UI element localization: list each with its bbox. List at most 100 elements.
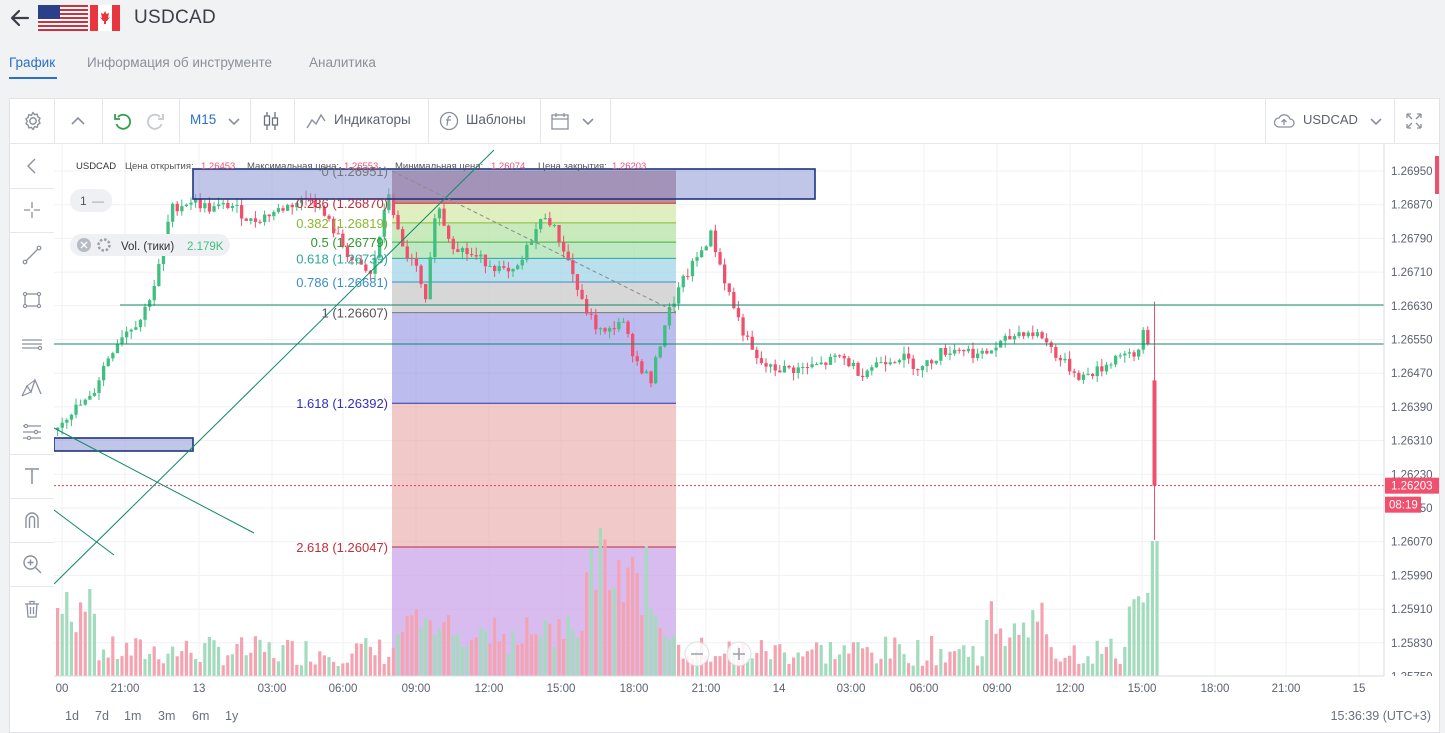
- range-1y[interactable]: 1y: [225, 709, 239, 723]
- candle-body: [736, 308, 741, 318]
- range-1d[interactable]: 1d: [65, 709, 79, 723]
- volume-bar: [884, 636, 888, 676]
- chevron-down-icon[interactable]: [222, 109, 246, 133]
- candle-body: [976, 353, 980, 359]
- calendar-icon[interactable]: [548, 109, 572, 133]
- chevron-down-icon[interactable]: [1364, 109, 1388, 133]
- candle-body: [635, 356, 639, 362]
- volume-bar: [621, 602, 625, 676]
- cloud-upload-icon[interactable]: [1272, 109, 1296, 133]
- volume-bar: [299, 665, 303, 676]
- redo-icon[interactable]: [143, 109, 167, 133]
- volume-bar: [322, 655, 326, 676]
- timeframe-select[interactable]: M15: [190, 112, 217, 127]
- candle-body: [129, 329, 133, 332]
- volume-bar: [1104, 647, 1108, 676]
- volume-bar: [1022, 622, 1026, 676]
- text-tool-icon[interactable]: [20, 464, 44, 488]
- candle-body: [1132, 352, 1136, 357]
- candle-body: [838, 355, 842, 357]
- candle-body: [249, 218, 253, 221]
- range-3m[interactable]: 3m: [158, 709, 176, 723]
- volume-bar: [341, 663, 345, 676]
- candle-body: [557, 224, 561, 242]
- price-axis[interactable]: 1.26950 1.26870 1.26790 1.26710 1.26630 1.265…: [1383, 144, 1439, 684]
- instrument-select[interactable]: USDCAD: [1303, 112, 1358, 127]
- price-chart[interactable]: 0 (1.26951) 0.236 (1.26870) 0.382 (1.26819…: [54, 144, 1439, 702]
- trend-line-icon[interactable]: [20, 243, 44, 267]
- candle-body: [157, 264, 161, 286]
- volume-bar: [815, 642, 819, 676]
- fibonacci-tool-icon[interactable]: [20, 420, 44, 444]
- rectangle-tool-icon[interactable]: [20, 288, 44, 312]
- pattern-tool-icon[interactable]: [20, 376, 44, 400]
- candle-body: [152, 285, 156, 301]
- candle-body: [833, 355, 837, 357]
- volume-bar: [230, 654, 234, 676]
- volume-bar: [313, 664, 317, 676]
- indicators-icon[interactable]: [304, 109, 328, 133]
- templates-function-icon[interactable]: [437, 109, 461, 133]
- volume-bar: [709, 661, 713, 676]
- chart-layer-counter: [70, 189, 112, 212]
- templates-button[interactable]: Шаблоны: [466, 112, 526, 127]
- candle-body: [943, 347, 948, 355]
- trash-icon[interactable]: [20, 597, 44, 621]
- volume-bar: [368, 646, 372, 676]
- fibonacci-zone: [392, 282, 676, 313]
- tab-analytics[interactable]: Аналитика: [309, 55, 376, 70]
- candle-body: [879, 362, 883, 364]
- candlestick-chart-type-icon[interactable]: [259, 109, 283, 133]
- tab-instrument-info[interactable]: Информация об инструменте: [87, 55, 273, 70]
- range-1m[interactable]: 1m: [124, 709, 142, 723]
- candle-body: [1141, 330, 1145, 350]
- indicators-button[interactable]: Индикаторы: [334, 112, 411, 127]
- volume-bar: [465, 646, 469, 676]
- candle-body: [626, 321, 630, 334]
- volume-bar: [488, 643, 492, 676]
- time-axis[interactable]: 00 21:00 13 03:00 06:00 09:00 12:00 15:00 18:00 2…: [54, 675, 1439, 702]
- candle-body: [148, 300, 152, 307]
- channel-lines-icon[interactable]: [20, 332, 44, 356]
- tab-chart[interactable]: График: [9, 55, 56, 70]
- volume-bar: [125, 642, 129, 676]
- zoom-in-icon[interactable]: [20, 552, 44, 576]
- legend-close-label: Цена закрытия:: [538, 161, 607, 172]
- candle-body: [543, 218, 547, 220]
- candle-body: [957, 349, 961, 351]
- candle-body: [663, 325, 667, 347]
- time-tick-label: 13: [193, 683, 206, 695]
- candle-body: [433, 218, 437, 258]
- price-tick-label: 1.26870: [1391, 200, 1433, 212]
- volume-bar: [1040, 602, 1044, 676]
- volume-bar: [778, 644, 782, 676]
- candle-body: [1063, 358, 1067, 361]
- volume-bar: [746, 658, 750, 676]
- settings-gear-icon[interactable]: [21, 109, 45, 133]
- user-drawings[interactable]: [54, 149, 1384, 585]
- chevron-down-icon[interactable]: [576, 109, 600, 133]
- candle-body: [1054, 346, 1058, 358]
- fullscreen-expand-icon[interactable]: [1402, 109, 1426, 133]
- candle-body: [396, 214, 400, 230]
- candle-body: [934, 360, 938, 364]
- candle-body: [1017, 332, 1021, 337]
- range-6m[interactable]: 6m: [192, 709, 210, 723]
- volume-bar: [483, 630, 487, 676]
- volume-bar: [1114, 658, 1118, 676]
- range-7d[interactable]: 7d: [95, 709, 109, 723]
- candle-body: [65, 419, 69, 423]
- collapse-chevron-left-icon[interactable]: [20, 154, 44, 178]
- candle-body: [792, 367, 796, 374]
- magnet-icon[interactable]: [20, 508, 44, 532]
- volume-bar: [750, 658, 754, 676]
- volume-bar: [1035, 621, 1039, 676]
- chevron-up-icon[interactable]: [66, 109, 90, 133]
- fibonacci-zone: [392, 222, 676, 243]
- candle-body: [506, 267, 511, 272]
- undo-icon[interactable]: [111, 109, 135, 133]
- crosshair-icon[interactable]: [20, 198, 44, 222]
- volume-bar: [1077, 663, 1081, 676]
- volume-bar: [548, 623, 552, 676]
- back-arrow-icon[interactable]: [8, 6, 32, 30]
